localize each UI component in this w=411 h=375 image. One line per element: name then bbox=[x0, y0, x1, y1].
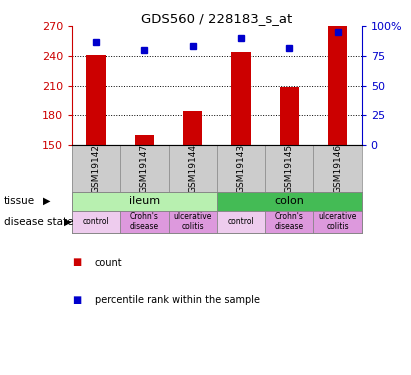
Text: GSM19144: GSM19144 bbox=[188, 144, 197, 193]
Title: GDS560 / 228183_s_at: GDS560 / 228183_s_at bbox=[141, 12, 293, 25]
Text: GSM19143: GSM19143 bbox=[236, 144, 245, 193]
Text: control: control bbox=[228, 217, 254, 226]
Text: GSM19142: GSM19142 bbox=[92, 144, 101, 193]
Bar bbox=[183, 111, 202, 145]
Bar bbox=[169, 211, 217, 232]
Text: control: control bbox=[83, 217, 109, 226]
Text: Crohn's
disease: Crohn's disease bbox=[275, 212, 304, 231]
Text: count: count bbox=[95, 258, 122, 267]
Bar bbox=[265, 211, 314, 232]
Bar bbox=[328, 26, 347, 145]
Text: ulcerative
colitis: ulcerative colitis bbox=[173, 212, 212, 231]
Text: GSM19145: GSM19145 bbox=[285, 144, 294, 193]
Bar bbox=[217, 192, 362, 211]
Text: ileum: ileum bbox=[129, 196, 160, 206]
Text: percentile rank within the sample: percentile rank within the sample bbox=[95, 295, 259, 305]
Text: Crohn's
disease: Crohn's disease bbox=[130, 212, 159, 231]
Bar bbox=[120, 211, 169, 232]
Text: ulcerative
colitis: ulcerative colitis bbox=[319, 212, 357, 231]
Text: disease state: disease state bbox=[4, 217, 74, 226]
Bar bbox=[279, 87, 299, 145]
Bar bbox=[86, 55, 106, 145]
Text: ■: ■ bbox=[72, 295, 81, 305]
Text: tissue: tissue bbox=[4, 196, 35, 206]
Bar bbox=[135, 135, 154, 145]
Text: colon: colon bbox=[274, 196, 304, 206]
Text: ▶: ▶ bbox=[64, 217, 71, 226]
Bar bbox=[231, 52, 251, 145]
Bar bbox=[217, 211, 265, 232]
Text: ▶: ▶ bbox=[43, 196, 51, 206]
Bar bbox=[72, 192, 217, 211]
Bar bbox=[314, 211, 362, 232]
Text: GSM19147: GSM19147 bbox=[140, 144, 149, 193]
Text: GSM19146: GSM19146 bbox=[333, 144, 342, 193]
Bar bbox=[72, 211, 120, 232]
Text: ■: ■ bbox=[72, 258, 81, 267]
